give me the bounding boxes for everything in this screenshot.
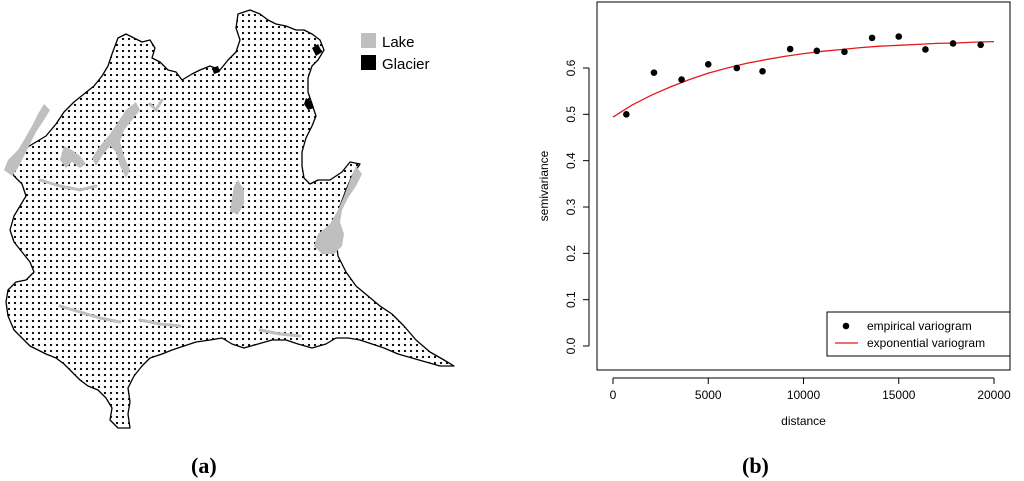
glacier-legend-label: Glacier [382, 56, 430, 73]
empirical-variogram-point [786, 45, 794, 53]
empirical-variogram-point [895, 33, 903, 40]
empirical-variogram-point [759, 67, 766, 75]
x-tick-label: 5000 [695, 388, 722, 402]
empirical-variogram-point [949, 40, 957, 47]
empirical-variogram-point [623, 111, 630, 118]
empirical-variogram-point [841, 48, 848, 56]
exponential-variogram-line [612, 40, 995, 118]
empirical-variogram-point [977, 41, 984, 49]
x-tick-label: 15000 [882, 388, 916, 402]
chart-legend: empirical variogram exponential variogra… [826, 311, 1011, 357]
glacier-2 [312, 44, 322, 56]
x-tick-label: 0 [610, 388, 617, 402]
region-map: Lake Glacier [4, 9, 455, 429]
legend-label-empirical: empirical variogram [867, 319, 972, 333]
y-axis: 0.0 0.1 0.2 0.3 0.4 0.5 0.6 [564, 59, 590, 354]
lake-garda [314, 166, 362, 254]
lake-legend-swatch [361, 33, 376, 48]
lake-legend-label: Lake [382, 34, 415, 51]
empirical-variogram-point [733, 64, 741, 72]
y-tick-label: 0.3 [564, 198, 578, 215]
empirical-variogram-point [650, 69, 658, 76]
y-tick-label: 0.2 [564, 245, 578, 262]
empirical-variogram-point [868, 34, 876, 42]
y-tick-label: 0.5 [564, 106, 578, 123]
empirical-variogram-point [678, 76, 685, 83]
caption-b: (b) [742, 453, 769, 478]
series-layer [612, 33, 995, 118]
glacier-legend-swatch [361, 55, 376, 70]
empirical-variogram-point [704, 60, 712, 68]
empirical-variogram-point [922, 46, 929, 53]
lake-iseo [230, 180, 244, 214]
y-tick-label: 0.1 [564, 291, 578, 308]
lake-como [92, 102, 140, 178]
y-axis-label: semivariance [537, 150, 551, 221]
legend-label-exponential: exponential variogram [867, 336, 985, 350]
legend-point-marker [842, 322, 850, 330]
y-tick-label: 0.4 [564, 152, 578, 169]
region-outline [5, 9, 455, 429]
river-trace-2 [148, 98, 164, 113]
plot-frame [596, 1, 1011, 371]
x-tick-label: 20000 [977, 388, 1011, 402]
lake-maggiore [4, 104, 50, 176]
y-tick-label: 0.0 [564, 337, 578, 354]
river-trace-5 [138, 318, 182, 328]
lake-lugano [60, 146, 86, 168]
map-legend: Lake Glacier [361, 33, 430, 73]
x-axis: 0 5000 10000 15000 20000 [610, 377, 1011, 402]
x-axis-label: distance [781, 414, 826, 428]
legend-box [826, 311, 1011, 357]
map-panel: Lake Glacier [0, 0, 470, 440]
empirical-variogram-point [813, 47, 821, 55]
caption-a: (a) [191, 453, 217, 478]
river-trace-1 [38, 178, 98, 192]
variogram-panel: 0 5000 10000 15000 20000 0.0 0.1 0.2 0.3 0.4 0.5 0… [520, 0, 1024, 440]
glacier-3 [212, 66, 220, 74]
glacier-1 [304, 98, 314, 110]
x-tick-label: 10000 [787, 388, 821, 402]
river-trace-4 [258, 328, 302, 338]
y-tick-label: 0.6 [564, 59, 578, 76]
variogram-chart: 0 5000 10000 15000 20000 0.00.10.20.30.40.50… [537, 1, 1011, 428]
river-trace-3 [58, 304, 122, 324]
